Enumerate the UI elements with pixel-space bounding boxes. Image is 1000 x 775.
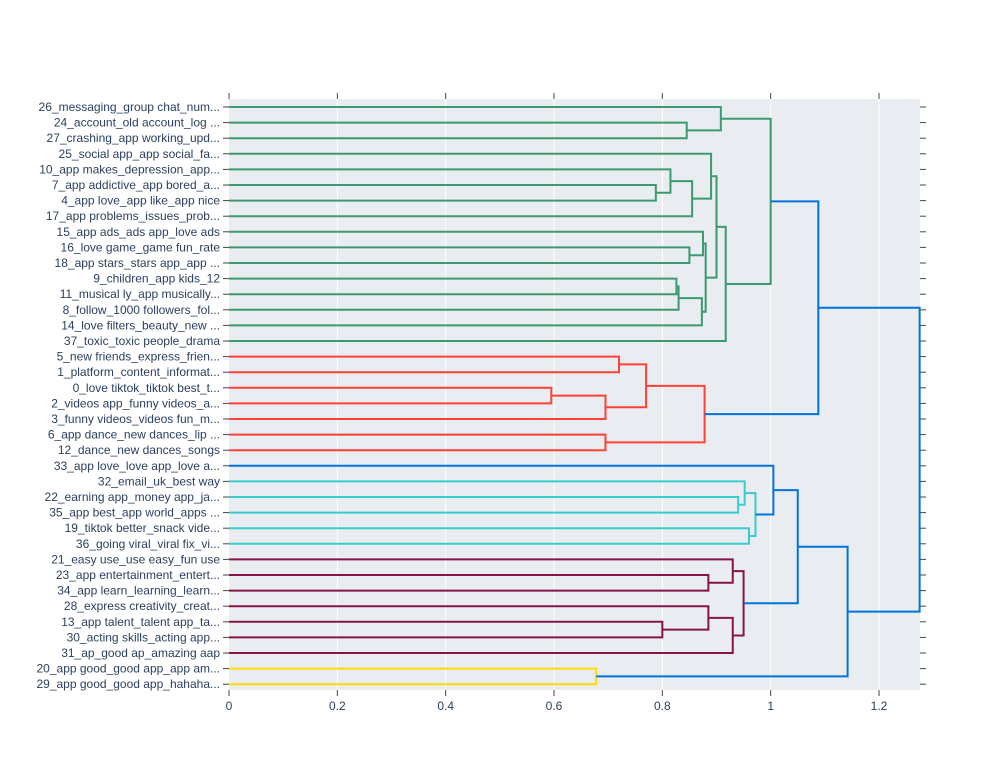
leaf-label: 15_app ads_ads app_love ads xyxy=(57,225,220,239)
leaf-label: 8_follow_1000 followers_fol... xyxy=(63,303,220,317)
x-tick-label: 1 xyxy=(767,699,774,713)
leaf-label: 7_app addictive_app bored_a... xyxy=(52,178,220,192)
leaf-label: 11_musical ly_app musically... xyxy=(60,287,220,301)
leaf-label: 10_app makes_depression_app... xyxy=(39,162,220,176)
leaf-label: 22_earning app_money app_ja... xyxy=(45,490,220,504)
dendrogram-link-green xyxy=(229,285,680,311)
leaf-label: 31_ap_good ap_amazing aap xyxy=(61,646,220,660)
dendrogram-link-maroon xyxy=(229,620,664,639)
leaf-labels: 26_messaging_group chat_num... 24_account… xyxy=(36,100,220,691)
x-tick-label: 0.4 xyxy=(437,699,454,713)
dendrogram-link-green xyxy=(229,184,657,202)
leaf-label: 9_children_app kids_12 xyxy=(93,272,220,286)
x-tick-label: 0.6 xyxy=(546,699,563,713)
dendrogram-link-green xyxy=(229,225,727,342)
leaf-label: 29_app good_good app_hahaha... xyxy=(36,677,220,691)
leaf-label: 3_funny videos_videos fun_m... xyxy=(51,412,220,426)
x-tick-label: 0 xyxy=(226,699,233,713)
dendrogram-link-red xyxy=(229,394,607,420)
dendrogram-link-blue xyxy=(818,306,921,613)
leaf-label: 23_app entertainment_entert... xyxy=(56,568,220,582)
leaf-label: 16_love game_game fun_rate xyxy=(61,240,221,254)
leaf-label: 19_tiktok better_snack vide... xyxy=(65,521,220,535)
leaf-label: 34_app learn_learning_learn... xyxy=(57,584,220,598)
leaf-label: 4_app love_app like_app nice xyxy=(61,194,220,208)
leaf-label: 26_messaging_group chat_num... xyxy=(39,100,220,114)
leaf-label: 6_app dance_new dances_lip ... xyxy=(48,428,220,442)
leaf-label: 27_crashing_app working_upd... xyxy=(47,131,220,145)
leaf-label: 14_love filters_beauty_new ... xyxy=(61,318,220,332)
leaf-label: 21_easy use_use easy_fun use xyxy=(51,552,220,566)
leaf-label: 36_going viral_viral fix_vi... xyxy=(76,537,220,551)
dendrogram-link-red xyxy=(605,384,706,444)
leaf-label: 0_love tiktok_tiktok best_t... xyxy=(73,381,220,395)
leaf-label: 25_social app_app social_fa... xyxy=(59,147,220,161)
leaf-label: 18_app stars_stars app_app ... xyxy=(55,256,220,270)
dendrogram-links xyxy=(229,106,921,686)
leaf-label: 2_videos app_funny videos_a... xyxy=(51,396,220,410)
leaf-label: 1_platform_content_informat... xyxy=(57,365,220,379)
leaf-label: 37_toxic_toxic people_drama xyxy=(64,334,220,348)
leaf-label: 30_acting skills_acting app... xyxy=(67,630,220,644)
dendrogram-link-green xyxy=(229,106,722,132)
leaf-label: 5_new friends_express_frien... xyxy=(57,350,220,364)
leaf-label: 32_email_uk_best way xyxy=(98,474,220,488)
dendrogram-link-red xyxy=(229,433,607,452)
dendrogram-link-blue xyxy=(596,545,849,678)
x-tick-labels: 0 0.2 0.4 0.6 0.8 1 1.2 xyxy=(226,699,888,713)
dendrogram-link-red xyxy=(605,363,648,409)
dendrogram-link-green xyxy=(229,121,688,140)
leaf-label: 20_app good_good app_app am... xyxy=(37,662,221,676)
dendrogram-link-green xyxy=(229,152,713,200)
plot-background xyxy=(229,99,920,690)
leaf-label: 28_express creativity_creat... xyxy=(64,599,220,613)
x-tick-label: 0.2 xyxy=(329,699,346,713)
axis-ticks xyxy=(223,93,926,696)
x-tick-label: 0.8 xyxy=(654,699,671,713)
leaf-label: 24_account_old account_log ... xyxy=(54,116,220,130)
x-tick-label: 1.2 xyxy=(871,699,888,713)
dendrogram-link-green xyxy=(229,168,672,194)
leaf-label: 12_dance_new dances_songs xyxy=(58,443,220,457)
dendrogram-link-maroon xyxy=(732,570,745,637)
leaf-label: 13_app talent_talent app_ta... xyxy=(61,615,220,629)
leaf-label: 17_app problems_issues_prob... xyxy=(46,209,220,223)
leaf-label: 35_app best_app world_apps ... xyxy=(49,506,220,520)
dendrogram-link-green xyxy=(229,230,704,257)
leaf-label: 33_app love_love app_love a... xyxy=(54,459,220,473)
dendrogram-link-blue xyxy=(704,200,820,416)
